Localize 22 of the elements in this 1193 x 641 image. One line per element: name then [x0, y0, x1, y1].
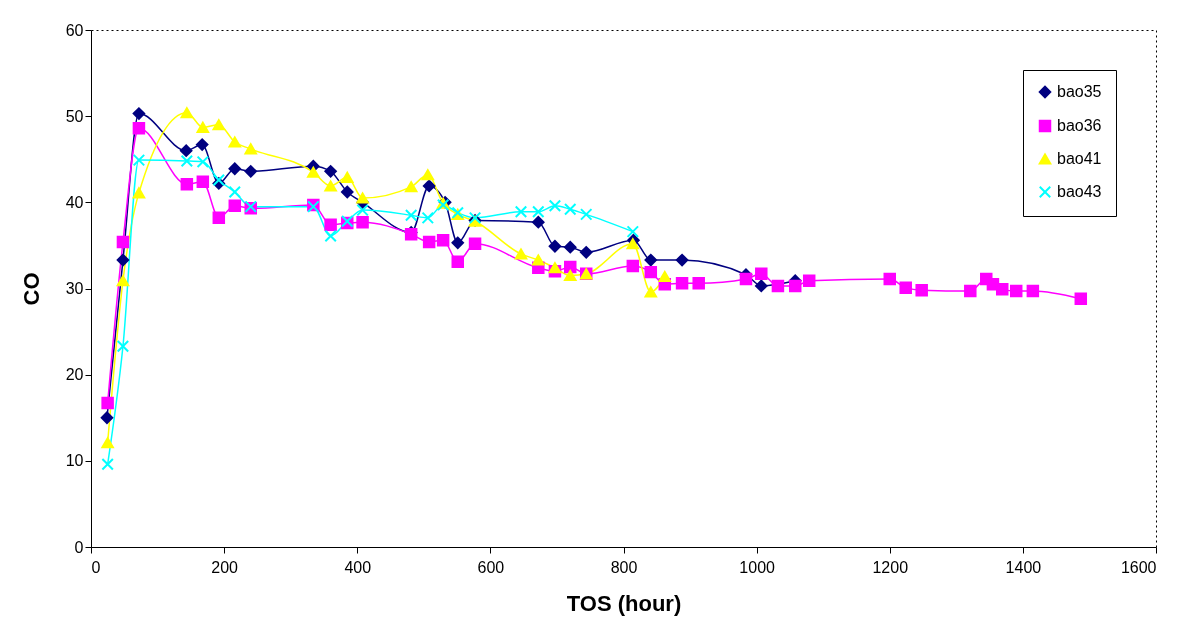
legend-label: bao36 — [1057, 117, 1102, 134]
x-tick-label: 1600 — [1120, 558, 1157, 576]
x-tick-label: 1000 — [739, 558, 776, 576]
x-tick-label: 800 — [610, 558, 638, 576]
y-tick-label: 0 — [74, 538, 84, 556]
y-tick-label: 10 — [65, 452, 84, 470]
legend-label: bao43 — [1057, 183, 1102, 200]
y-tick-label: 30 — [65, 280, 84, 297]
x-axis-title: TOS (hour) — [566, 590, 682, 616]
legend-label: bao35 — [1057, 83, 1102, 100]
x-tick-label: 0 — [91, 558, 101, 576]
x-tick-label: 200 — [211, 558, 239, 576]
x-tick-label: 1400 — [1005, 558, 1042, 576]
y-tick-label: 20 — [65, 366, 84, 384]
x-tick-label: 600 — [477, 558, 505, 576]
x-tick-label: 400 — [344, 558, 372, 576]
y-tick-label: 60 — [65, 21, 84, 39]
y-tick-label: 40 — [65, 193, 84, 211]
y-axis-title: CO — [18, 272, 44, 306]
x-tick-label: 1200 — [872, 558, 909, 576]
legend-label: bao41 — [1057, 150, 1102, 167]
y-tick-label: 50 — [65, 107, 84, 125]
